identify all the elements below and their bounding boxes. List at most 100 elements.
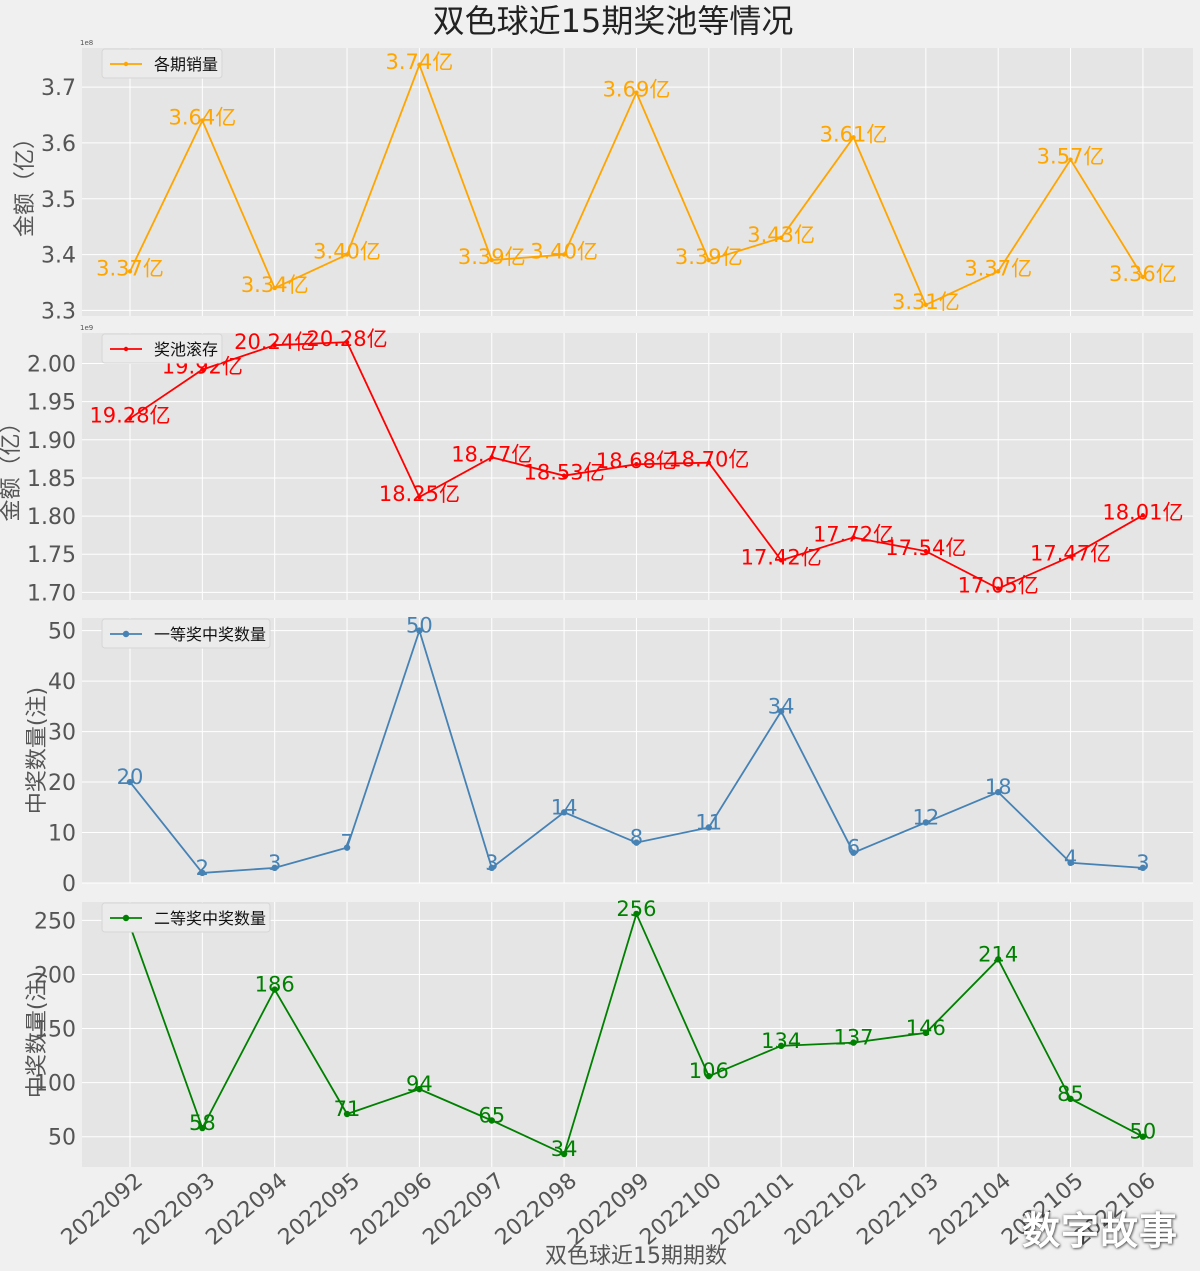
y-axis-label: 金额（亿） bbox=[0, 411, 24, 521]
data-label: 137 bbox=[833, 1026, 873, 1050]
data-point bbox=[489, 455, 494, 460]
data-label: 3.39亿 bbox=[675, 245, 743, 269]
data-point bbox=[777, 708, 785, 715]
y-tick-label: 10 bbox=[48, 822, 76, 847]
data-point bbox=[996, 269, 1001, 274]
data-point bbox=[200, 118, 205, 123]
x-axis-label: 双色球近15期期数 bbox=[545, 1244, 727, 1269]
data-point bbox=[850, 1039, 857, 1046]
data-point bbox=[561, 252, 567, 257]
data-point bbox=[1139, 1133, 1147, 1140]
axis-offset-text: 1e9 bbox=[80, 324, 93, 332]
legend: 奖池滚存 bbox=[101, 333, 223, 364]
data-label: 58 bbox=[189, 1111, 216, 1135]
y-tick-label: 1.85 bbox=[27, 467, 76, 492]
data-point bbox=[127, 416, 133, 421]
plot-area bbox=[82, 333, 1193, 600]
y-tick-label: 0 bbox=[62, 872, 76, 897]
y-tick-label: 3.5 bbox=[41, 188, 76, 213]
data-point bbox=[126, 778, 134, 786]
legend: 二等奖中奖数量 bbox=[101, 902, 271, 933]
plot-area bbox=[82, 902, 1193, 1167]
data-point bbox=[995, 788, 1002, 796]
data-point bbox=[1140, 513, 1146, 518]
data-label: 134 bbox=[761, 1029, 801, 1053]
data-point bbox=[1068, 157, 1073, 162]
legend-marker bbox=[122, 630, 130, 638]
data-point bbox=[488, 864, 495, 872]
data-point bbox=[416, 627, 423, 634]
y-tick-label: 1.95 bbox=[27, 391, 76, 416]
data-label: 3.37亿 bbox=[964, 256, 1032, 280]
data-point bbox=[705, 1072, 712, 1080]
data-point bbox=[1068, 554, 1073, 559]
data-label: 3.61亿 bbox=[820, 122, 888, 146]
data-label: 3.64亿 bbox=[168, 106, 236, 130]
data-label: 34 bbox=[551, 1137, 578, 1161]
data-label: 3.39亿 bbox=[458, 245, 526, 269]
data-label: 2 bbox=[196, 856, 209, 880]
y-tick-label: 100 bbox=[34, 1072, 76, 1097]
data-label: 17.72亿 bbox=[813, 522, 894, 546]
data-point bbox=[561, 473, 567, 478]
data-label: 20.24亿 bbox=[234, 330, 315, 354]
y-tick-label: 2.00 bbox=[27, 353, 76, 378]
data-point bbox=[271, 864, 278, 872]
data-label: 18.53亿 bbox=[524, 461, 605, 485]
legend-label: 各期销量 bbox=[154, 55, 218, 74]
data-label: 65 bbox=[478, 1103, 505, 1127]
data-label: 186 bbox=[255, 973, 295, 997]
data-label: 14 bbox=[551, 795, 578, 819]
y-axis-label: 中奖数量(注) bbox=[25, 971, 50, 1098]
data-point bbox=[417, 62, 422, 67]
data-label: 18 bbox=[985, 775, 1012, 799]
y-tick-label: 250 bbox=[34, 909, 76, 934]
data-label: 3.74亿 bbox=[386, 50, 454, 74]
data-label: 256 bbox=[616, 897, 656, 921]
data-label: 20 bbox=[117, 765, 144, 789]
data-point bbox=[343, 844, 351, 851]
data-point bbox=[634, 462, 639, 467]
data-point bbox=[344, 339, 350, 345]
y-tick-label: 20 bbox=[48, 771, 76, 796]
y-tick-label: 50 bbox=[48, 620, 76, 645]
data-point bbox=[271, 986, 278, 993]
legend-label: 一等奖中奖数量 bbox=[154, 625, 266, 644]
watermark-text: 数字故事 bbox=[1022, 1209, 1179, 1253]
data-label: 18.70亿 bbox=[668, 448, 749, 472]
data-point bbox=[777, 1042, 785, 1050]
data-label: 8 bbox=[630, 826, 643, 850]
y-tick-label: 3.3 bbox=[41, 299, 76, 324]
data-point bbox=[922, 819, 930, 826]
data-label: 71 bbox=[334, 1097, 361, 1121]
legend-label: 奖池滚存 bbox=[154, 340, 218, 359]
data-point bbox=[851, 135, 856, 140]
data-label: 3.40亿 bbox=[530, 240, 598, 264]
y-tick-label: 40 bbox=[48, 670, 76, 695]
data-point bbox=[851, 535, 856, 540]
legend-box bbox=[101, 618, 271, 649]
data-label: 11 bbox=[695, 810, 722, 834]
legend-marker bbox=[123, 346, 129, 352]
y-tick-label: 150 bbox=[34, 1018, 76, 1043]
data-label: 3.36亿 bbox=[1109, 262, 1177, 286]
y-tick-label: 200 bbox=[34, 963, 76, 988]
data-label: 3 bbox=[1136, 851, 1149, 875]
subplot-group: 3.33.43.53.63.71e8金额（亿）3.37亿3.64亿3.34亿3.… bbox=[0, 39, 1193, 1251]
axis-offset-text: 1e8 bbox=[80, 39, 93, 47]
y-tick-label: 1.90 bbox=[27, 429, 76, 454]
y-tick-label: 30 bbox=[48, 721, 76, 746]
data-point bbox=[633, 839, 640, 846]
data-point bbox=[1067, 859, 1074, 867]
data-point bbox=[417, 494, 422, 500]
data-label: 3.37亿 bbox=[96, 256, 164, 280]
data-label: 3.57亿 bbox=[1037, 145, 1105, 169]
data-point bbox=[778, 235, 784, 241]
data-label: 146 bbox=[906, 1016, 946, 1040]
data-label: 17.42亿 bbox=[741, 545, 822, 569]
data-label: 3.34亿 bbox=[241, 273, 309, 297]
data-point bbox=[200, 367, 205, 372]
